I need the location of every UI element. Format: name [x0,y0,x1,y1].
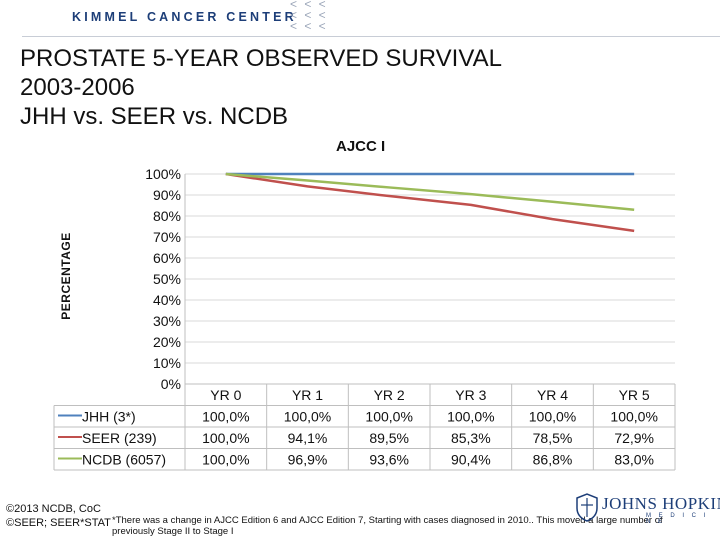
legend-label: NCDB (6057) [82,452,166,468]
logo-wordmark: JOHNS HOPKINS [602,494,720,513]
data-table-value: 96,9% [288,452,328,468]
y-tick-label: 60% [153,250,181,266]
x-category-label: YR 5 [619,387,650,403]
data-table-value: 100,0% [447,409,494,425]
slide-title-line-2: 2003-2006 [20,74,135,101]
y-tick-label: 50% [153,271,181,287]
y-tick-label: 80% [153,208,181,224]
source-credit-ncdb: ©2013 NCDB, CoC [6,503,101,515]
legend-label: SEER (239) [82,430,157,446]
data-table-value: 85,3% [451,430,491,446]
x-category-label: YR 3 [455,387,486,403]
y-tick-label: 30% [153,313,181,329]
slide-title: PROSTATE 5-YEAR OBSERVED SURVIVAL 2003-2… [20,44,502,131]
slide-title-line-3: JHH vs. SEER vs. NCDB [20,103,289,130]
x-category-label: YR 1 [292,387,323,403]
data-table-value: 100,0% [202,430,249,446]
y-tick-label: 20% [153,334,181,350]
slide-title-line-1: PROSTATE 5-YEAR OBSERVED SURVIVAL [20,45,502,72]
series-line-3 [225,172,635,211]
data-table-value: 94,1% [288,430,328,446]
data-table-value: 93,6% [369,452,409,468]
brand-name: KIMMEL CANCER CENTER [72,10,297,24]
data-table-value: 90,4% [451,452,491,468]
data-table-value: 89,5% [369,430,409,446]
data-table-value: 86,8% [533,452,573,468]
source-credits: ©2013 NCDB, CoC ©SEER; SEER*STAT [6,502,111,530]
data-table-value: 72,9% [614,430,654,446]
legend-label: JHH (3*) [82,409,136,425]
y-tick-label: 10% [153,355,181,371]
y-tick-label: 90% [153,187,181,203]
johns-hopkins-logo: JOHNS HOPKINS M E D I C I N E [574,492,720,525]
x-category-label: YR 0 [210,387,241,403]
data-table-value: 100,0% [610,409,657,425]
data-table-value: 100,0% [529,409,576,425]
y-tick-label: 0% [161,376,181,392]
y-tick-label: 70% [153,229,181,245]
data-table-value: 100,0% [365,409,412,425]
x-category-label: YR 4 [537,387,568,403]
source-credit-seer: ©SEER; SEER*STAT [6,517,111,529]
data-table-value: 100,0% [202,452,249,468]
x-category-label: YR 2 [374,387,405,403]
data-table-value: 78,5% [533,430,573,446]
chevron-decoration-icon: < < < < < < < < < [290,0,328,33]
y-tick-label: 40% [153,292,181,308]
header-bar: KIMMEL CANCER CENTER < < < < < < < < < [0,0,720,38]
johns-hopkins-shield-icon [576,493,598,522]
series-line-2 [225,172,635,233]
data-table-value: 100,0% [202,409,249,425]
data-table-value: 100,0% [284,409,331,425]
logo-subtitle: M E D I C I N E [646,513,709,525]
data-table-value: 83,0% [614,452,654,468]
header-divider [22,36,720,37]
chart-title: AJCC I [336,138,386,155]
footnote: *There was a change in AJCC Edition 6 an… [112,515,663,537]
y-tick-label: 100% [145,166,181,182]
